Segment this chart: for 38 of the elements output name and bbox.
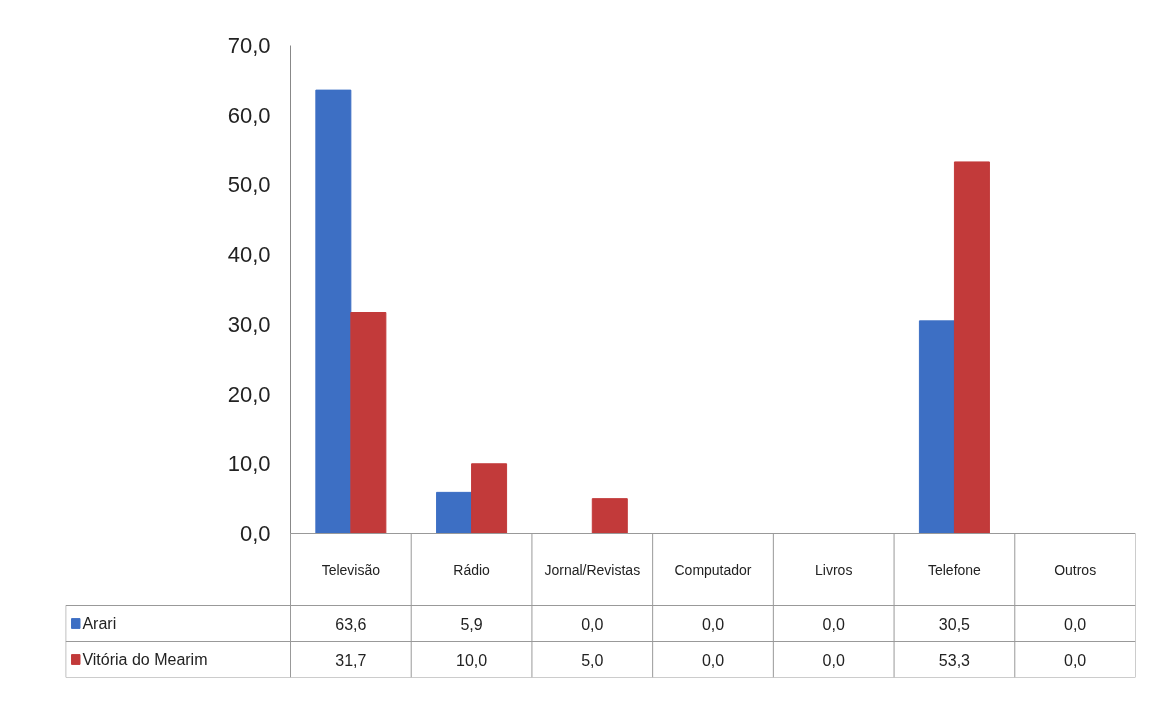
data-label: 10,0	[456, 651, 488, 669]
bar	[471, 463, 508, 534]
legend-label: Vitória do Mearim	[82, 651, 208, 668]
bar	[918, 320, 955, 534]
y-tick-label: 30,0	[227, 311, 271, 337]
data-label: 5,0	[581, 651, 604, 669]
data-label: 0,0	[581, 615, 604, 633]
y-tick-label: 20,0	[227, 381, 271, 407]
x-tick-label: Livros	[815, 561, 853, 578]
bar	[315, 89, 352, 534]
y-tick-label: 40,0	[227, 242, 271, 268]
data-label: 0,0	[701, 615, 725, 633]
data-label: 0,0	[1064, 651, 1087, 669]
y-tick-label: 50,0	[227, 172, 271, 198]
x-tick-label: Televisão	[321, 561, 381, 578]
x-tick-label: Rádio	[453, 561, 491, 578]
bar	[953, 161, 990, 534]
data-label: 0,0	[822, 615, 845, 633]
data-label: 0,0	[701, 651, 725, 669]
data-label: 53,3	[938, 651, 971, 669]
bar	[436, 491, 473, 534]
data-label: 63,6	[335, 615, 367, 633]
y-tick-label: 10,0	[227, 451, 271, 477]
data-label: 5,9	[460, 615, 483, 633]
y-tick-label: 0,0	[239, 521, 271, 546]
data-label: 0,0	[1064, 615, 1087, 633]
data-label: 0,0	[822, 651, 845, 669]
legend-label: Arari	[82, 615, 117, 632]
x-tick-label: Telefone	[927, 561, 982, 578]
y-tick-label: 60,0	[227, 102, 271, 128]
data-label: 30,5	[938, 615, 971, 633]
bar	[591, 498, 628, 534]
x-tick-label: Computador	[674, 561, 752, 578]
x-tick-label: Outros	[1054, 561, 1097, 578]
x-tick-label: Jornal/Revistas	[544, 561, 641, 578]
y-tick-label: 70,0	[227, 33, 271, 58]
bar	[350, 312, 387, 534]
data-label: 31,7	[335, 651, 367, 669]
